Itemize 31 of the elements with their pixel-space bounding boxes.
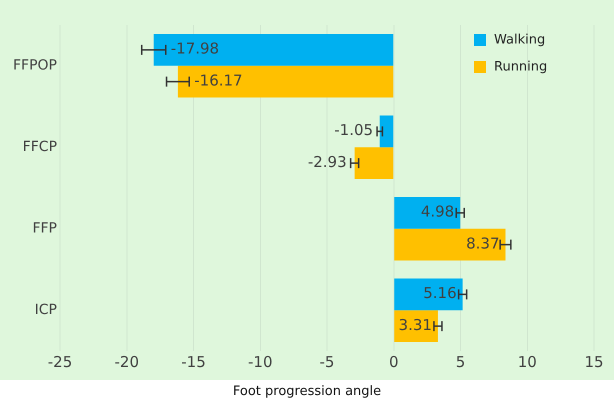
data-label: -1.05 [334,121,374,140]
data-label: -16.17 [194,72,243,90]
bar [394,278,463,310]
y-tick-label: FFP [32,220,58,236]
legend-label: Running [494,59,548,74]
x-tick-label: -5 [320,352,334,371]
x-tick-label: -10 [248,352,273,371]
x-tick-label: -20 [114,352,140,371]
data-label: -17.98 [170,40,220,58]
bar [394,228,506,261]
bar [380,115,394,148]
x-tick-label: 0 [388,352,399,371]
x-tick-label: 5 [456,352,466,371]
data-label: -2.93 [308,153,347,172]
x-axis-title: Foot progression angle [232,384,382,399]
data-label: 8.37 [466,234,500,253]
bar [394,196,460,229]
x-tick-label: 10 [518,352,537,371]
legend-label: Walking [494,32,546,48]
x-tick-label: -15 [181,352,206,371]
data-label: 3.31 [398,316,432,334]
bar [354,147,394,180]
y-tick-label: ICP [34,302,58,318]
bar [178,66,394,98]
data-label: 4.98 [420,202,454,221]
data-label: 5.16 [423,284,457,302]
bar [154,34,394,66]
y-tick-label: FFPOP [12,57,58,74]
y-tick-label: FFCP [22,138,58,155]
x-tick-label: -25 [48,352,72,371]
x-tick-label: 15 [584,352,604,371]
